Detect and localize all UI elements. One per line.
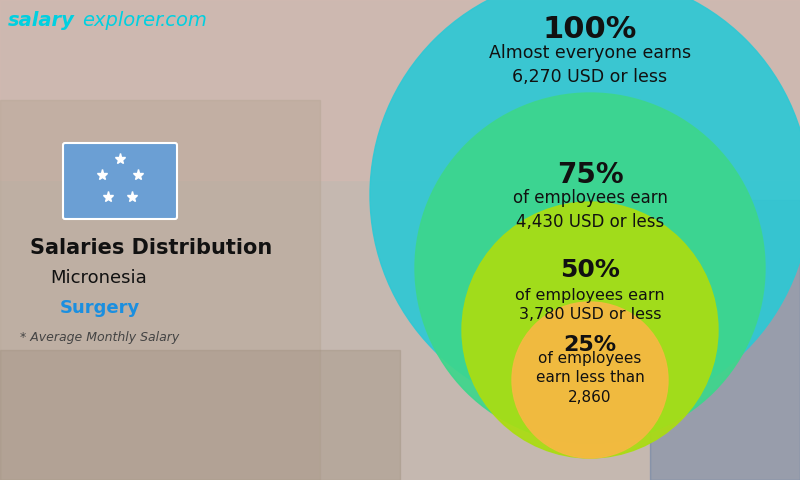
Text: 50%: 50% bbox=[560, 258, 620, 282]
Bar bbox=[0, 350, 400, 480]
Text: of employees
earn less than
2,860: of employees earn less than 2,860 bbox=[536, 351, 644, 405]
Text: salary: salary bbox=[8, 11, 75, 29]
Text: Micronesia: Micronesia bbox=[50, 269, 146, 287]
Text: Surgery: Surgery bbox=[60, 299, 140, 317]
Text: 25%: 25% bbox=[563, 335, 617, 355]
Text: explorer: explorer bbox=[82, 11, 163, 29]
Bar bbox=[0, 100, 320, 480]
Text: * Average Monthly Salary: * Average Monthly Salary bbox=[20, 332, 179, 345]
Circle shape bbox=[462, 202, 718, 458]
Text: of employees earn
4,430 USD or less: of employees earn 4,430 USD or less bbox=[513, 189, 667, 231]
Circle shape bbox=[512, 302, 668, 458]
Circle shape bbox=[415, 93, 765, 443]
Bar bbox=[0, 0, 800, 180]
Text: 100%: 100% bbox=[543, 15, 637, 45]
Text: 75%: 75% bbox=[557, 161, 623, 189]
Bar bbox=[650, 200, 800, 480]
Text: Almost everyone earns
6,270 USD or less: Almost everyone earns 6,270 USD or less bbox=[489, 44, 691, 86]
Text: .com: .com bbox=[160, 11, 208, 29]
Text: of employees earn
3,780 USD or less: of employees earn 3,780 USD or less bbox=[515, 288, 665, 323]
Circle shape bbox=[370, 0, 800, 415]
Text: Salaries Distribution: Salaries Distribution bbox=[30, 238, 272, 258]
FancyBboxPatch shape bbox=[63, 143, 177, 219]
